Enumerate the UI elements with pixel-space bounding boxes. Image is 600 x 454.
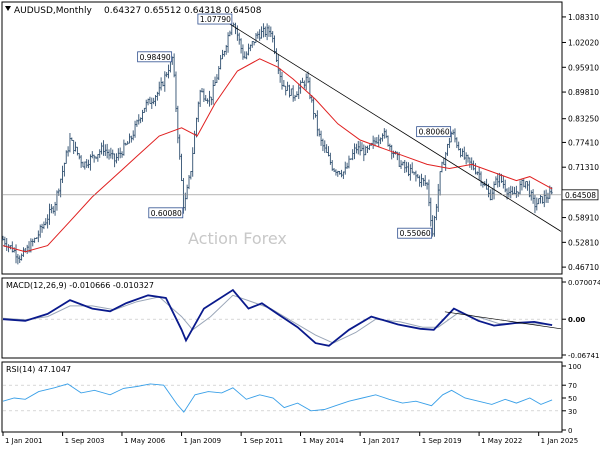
price-annotations: 0.98490 1.07790 0.60080 0.55060 0.80060 — [137, 13, 452, 239]
price-trendline-line — [217, 15, 562, 232]
price-annotation-box — [137, 51, 173, 63]
rsi-panel-frame — [1, 361, 563, 433]
current-price-marker: 0.64508 — [3, 189, 599, 201]
macd-y-axis: 0.070074 0.00 -0.067419 — [562, 279, 600, 360]
x-axis-tick-label: 1 Sep 2011 — [243, 437, 283, 445]
x-axis-tick-label: 1 Jan 2001 — [5, 437, 43, 445]
price-y-tick-label: 0.71310 — [568, 163, 599, 172]
rsi-y-tick-label: 100 — [568, 363, 581, 371]
price-panel-frame — [1, 1, 563, 275]
x-axis-tick-label: 1 Jan 2025 — [541, 437, 579, 445]
price-annotation-label: 0.55060 — [400, 229, 431, 238]
rsi-y-tick-label: 30 — [568, 408, 577, 416]
x-axis-tick-label: 1 Sep 2019 — [422, 437, 462, 445]
watermark: Action Forex — [188, 229, 287, 248]
x-axis-tick-label: 1 Sep 2003 — [65, 437, 105, 445]
symbol-label: AUDUSD,Monthly — [14, 6, 92, 16]
macd-line — [2, 288, 553, 347]
price-y-tick-label: 1.08310 — [568, 13, 599, 22]
price-trendline — [217, 15, 562, 232]
macd-trendline — [444, 311, 562, 330]
price-annotation-box — [197, 13, 233, 25]
price-annotation-box — [397, 227, 433, 239]
ohlc-label: 0.64327 0.65512 0.64318 0.64508 — [104, 6, 262, 16]
price-y-tick-label: 0.52810 — [568, 238, 599, 247]
rsi-y-tick-label: 0 — [568, 427, 572, 435]
moving-average-line — [2, 58, 553, 253]
macd-y-tick-label: 0.070074 — [568, 279, 600, 287]
price-y-tick-label: 0.95910 — [568, 63, 599, 72]
price-annotation-label: 1.07790 — [200, 15, 231, 24]
price-series — [1, 22, 553, 265]
rsi-series — [2, 383, 553, 413]
macd-panel-frame — [1, 277, 563, 359]
price-y-tick-label: 1.02020 — [568, 38, 599, 47]
price-y-axis: 1.08310 1.02020 0.95910 0.89810 0.83250 0.774… — [562, 13, 599, 272]
price-y-tick-label: 0.89810 — [568, 88, 599, 97]
x-axis-tick-label: 1 May 2014 — [303, 437, 345, 445]
rsi-y-axis: 100 70 50 30 0 — [562, 363, 581, 435]
x-axis-tick-label: 1 May 2006 — [124, 437, 166, 445]
price-annotation-label: 0.60080 — [151, 209, 182, 218]
current-price-tag — [561, 189, 599, 201]
price-y-tick-label: 0.83250 — [568, 115, 599, 124]
rsi-grid — [3, 384, 561, 412]
rsi-label: RSI(14) 47.1047 — [6, 365, 71, 374]
symbol-marker-icon — [5, 6, 11, 11]
x-axis-tick-label: 1 Jan 2017 — [362, 437, 400, 445]
moving-average-series — [2, 58, 553, 253]
rsi-y-tick-label: 50 — [568, 395, 577, 403]
price-y-tick-label: 0.58910 — [568, 214, 599, 223]
x-axis-tick-label: 1 Jan 2009 — [184, 437, 222, 445]
rsi-line — [2, 383, 553, 413]
x-axis-tick-label: 1 May 2022 — [481, 437, 522, 445]
x-axis: 1 Jan 2001 1 Sep 2003 1 May 2006 1 Jan 2009… — [2, 432, 579, 445]
macd-y-tick-label: -0.067419 — [568, 352, 600, 360]
price-annotation-box — [416, 126, 452, 138]
price-annotation-box — [148, 207, 184, 219]
price-annotation-label: 0.98490 — [140, 53, 171, 62]
rsi-y-tick-label: 70 — [568, 382, 577, 390]
price-annotation-label: 0.80060 — [419, 128, 450, 137]
macd-label: MACD(12,26,9) -0.010666 -0.010327 — [6, 281, 154, 290]
macd-y-tick-label: 0.00 — [568, 316, 585, 324]
current-price-label: 0.64508 — [565, 191, 596, 200]
macd-series — [2, 288, 562, 347]
price-y-tick-label: 0.77410 — [568, 138, 599, 147]
price-y-tick-label: 0.46710 — [568, 263, 599, 272]
